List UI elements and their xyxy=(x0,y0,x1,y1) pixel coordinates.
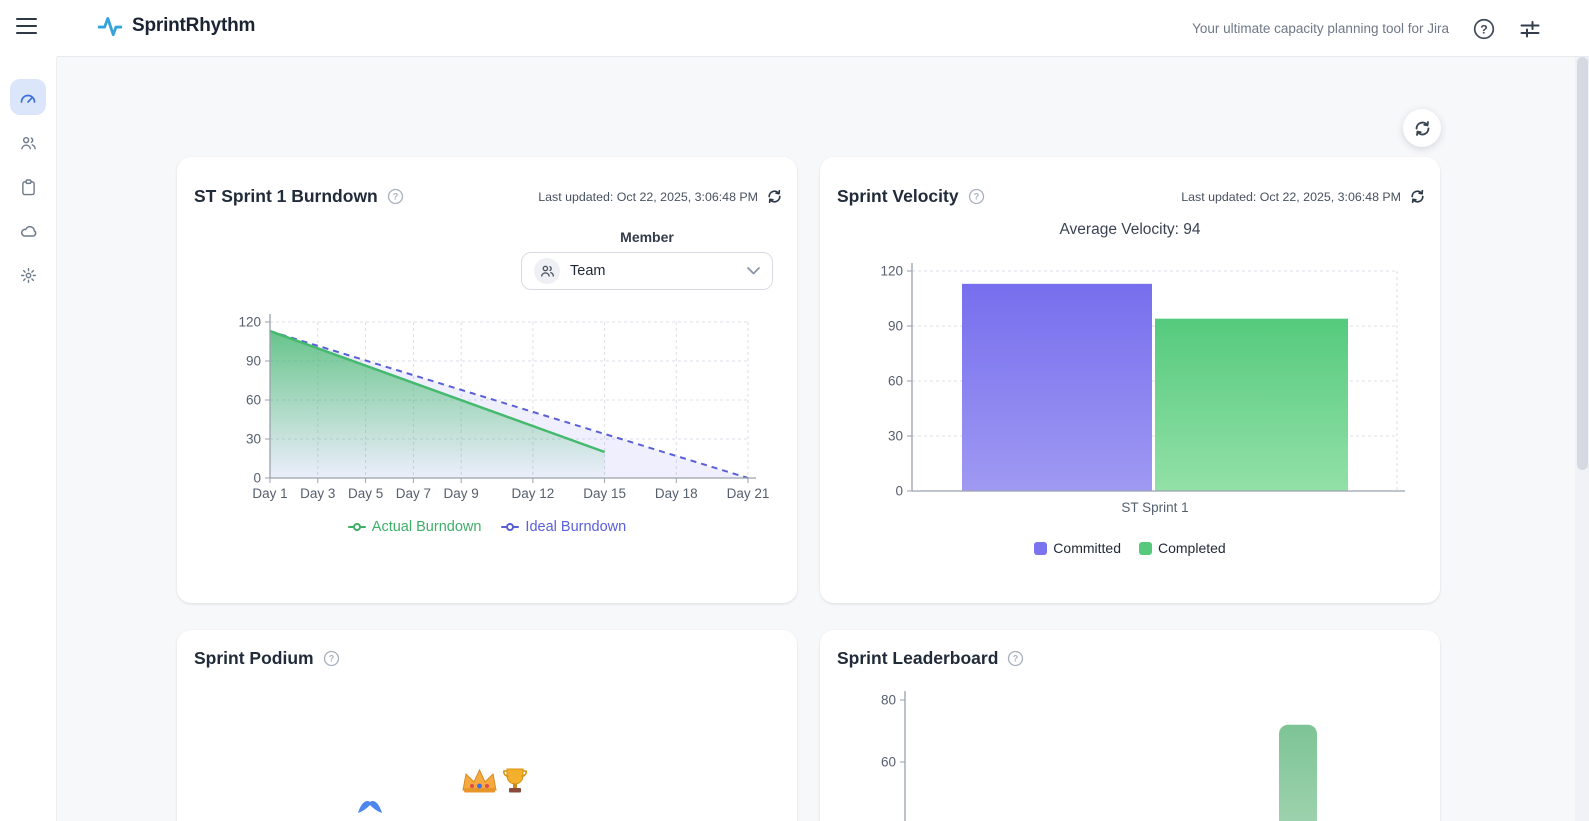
hamburger-menu-button[interactable] xyxy=(16,18,41,39)
svg-text:Day 18: Day 18 xyxy=(655,486,698,501)
header-divider xyxy=(57,56,1589,57)
swatch-icon xyxy=(1138,541,1152,555)
svg-text:30: 30 xyxy=(246,432,261,447)
help-icon: ? xyxy=(1008,650,1024,667)
app-logo: SprintRhythm xyxy=(97,13,255,39)
burndown-card-title: ST Sprint 1 Burndown xyxy=(194,186,378,206)
velocity-refresh-button[interactable] xyxy=(1409,188,1426,205)
tagline: Your ultimate capacity planning tool for… xyxy=(1192,21,1449,36)
svg-text:80: 80 xyxy=(881,693,896,708)
svg-text:?: ? xyxy=(973,192,978,202)
burndown-help-button[interactable]: ? xyxy=(387,188,404,205)
ribbon-icon xyxy=(358,801,382,813)
podium-graphic xyxy=(358,768,527,813)
team-members-icon xyxy=(534,258,560,284)
preferences-button[interactable] xyxy=(1519,18,1541,40)
svg-text:Day 3: Day 3 xyxy=(300,486,335,501)
velocity-card: Sprint Velocity ? Last updated: Oct 22, … xyxy=(820,157,1440,603)
svg-text:?: ? xyxy=(1013,654,1018,664)
member-select[interactable]: Team xyxy=(521,252,773,290)
svg-text:120: 120 xyxy=(880,264,903,279)
velocity-legend: Committed Completed xyxy=(820,540,1440,556)
svg-text:Day 7: Day 7 xyxy=(396,486,431,501)
velocity-card-title: Sprint Velocity xyxy=(837,186,959,206)
legend-actual-burndown[interactable]: Actual Burndown xyxy=(347,519,481,535)
refresh-icon xyxy=(1411,189,1424,204)
settings-gear-icon xyxy=(20,267,36,283)
svg-text:0: 0 xyxy=(253,471,261,486)
top-header xyxy=(0,0,1589,57)
app-name: SprintRhythm xyxy=(132,15,256,36)
svg-text:?: ? xyxy=(328,654,333,664)
average-velocity-text: Average Velocity: 94 xyxy=(1059,221,1201,238)
svg-text:?: ? xyxy=(393,192,398,202)
svg-text:Day 12: Day 12 xyxy=(512,486,555,501)
refresh-icon xyxy=(1415,120,1429,136)
burndown-refresh-button[interactable] xyxy=(766,188,783,205)
sidebar-item-cloud[interactable] xyxy=(10,213,46,249)
velocity-chart: 0 30 60 90 120 ST Sprint 1 xyxy=(880,263,1405,515)
board-clipboard-icon xyxy=(21,178,35,195)
leaderboard-help-button[interactable]: ? xyxy=(1007,650,1024,667)
burndown-legend: Actual Burndown Ideal Burndown xyxy=(177,519,797,535)
svg-text:Day 21: Day 21 xyxy=(727,486,770,501)
sliders-icon xyxy=(1520,20,1540,37)
svg-text:90: 90 xyxy=(246,354,261,369)
svg-text:?: ? xyxy=(1480,22,1487,36)
scrollbar-thumb[interactable] xyxy=(1576,57,1588,470)
svg-text:Day 15: Day 15 xyxy=(583,486,626,501)
line-marker-icon xyxy=(347,522,366,532)
svg-text:120: 120 xyxy=(238,315,261,330)
velocity-help-button[interactable]: ? xyxy=(968,188,985,205)
sidebar-item-team[interactable] xyxy=(10,125,46,161)
legend-completed[interactable]: Completed xyxy=(1138,540,1226,556)
member-select-value: Team xyxy=(570,263,606,279)
leaderboard-chart: 80 60 xyxy=(881,691,1317,821)
podium-help-button[interactable]: ? xyxy=(323,650,340,667)
crown-icon xyxy=(462,768,497,793)
sidebar-nav xyxy=(0,57,57,821)
sidebar-item-dashboard[interactable] xyxy=(10,79,46,115)
svg-text:Day 5: Day 5 xyxy=(348,486,383,501)
leaderboard-card-title: Sprint Leaderboard xyxy=(837,648,999,668)
svg-text:Day 1: Day 1 xyxy=(252,486,287,501)
swatch-icon xyxy=(1034,541,1048,555)
scrollbar-track xyxy=(1575,57,1589,821)
legend-ideal-burndown[interactable]: Ideal Burndown xyxy=(501,519,626,535)
podium-card: Sprint Podium ? xyxy=(177,630,797,821)
chevron-down-icon xyxy=(747,267,760,275)
svg-text:ST Sprint 1: ST Sprint 1 xyxy=(1121,500,1188,515)
velocity-last-updated: Last updated: Oct 22, 2025, 3:06:48 PM xyxy=(1181,189,1401,204)
gauge-dashboard-icon xyxy=(20,94,36,103)
help-icon: ? xyxy=(968,188,984,205)
podium-card-title: Sprint Podium xyxy=(194,648,314,668)
help-icon: ? xyxy=(387,188,403,205)
burndown-last-updated: Last updated: Oct 22, 2025, 3:06:48 PM xyxy=(538,189,758,204)
sidebar-item-settings[interactable] xyxy=(10,257,46,293)
refresh-icon xyxy=(768,189,781,204)
svg-text:60: 60 xyxy=(888,374,903,389)
burndown-chart: 0 30 60 90 120 Day 1 Day 3 Day 5 Day 7 Day 9 Day 1… xyxy=(238,314,770,501)
svg-text:90: 90 xyxy=(888,319,903,334)
svg-text:60: 60 xyxy=(881,755,896,770)
sidebar-item-board[interactable] xyxy=(10,169,46,205)
svg-text:Day 9: Day 9 xyxy=(444,486,479,501)
activity-pulse-icon xyxy=(97,17,123,37)
refresh-all-button[interactable] xyxy=(1403,109,1441,147)
burndown-card: ST Sprint 1 Burndown ? Last updated: Oct… xyxy=(177,157,797,603)
leaderboard-card: Sprint Leaderboard ? 80 60 xyxy=(820,630,1440,821)
svg-text:0: 0 xyxy=(895,484,903,499)
line-marker-icon xyxy=(501,522,520,532)
cloud-icon xyxy=(20,225,36,237)
help-icon: ? xyxy=(1473,18,1495,39)
legend-committed[interactable]: Committed xyxy=(1034,540,1121,556)
trophy-icon xyxy=(503,768,527,793)
svg-text:30: 30 xyxy=(888,429,903,444)
help-icon: ? xyxy=(323,650,339,667)
team-members-icon xyxy=(20,137,36,150)
svg-text:60: 60 xyxy=(246,393,261,408)
member-select-label: Member xyxy=(620,229,674,245)
help-button[interactable]: ? xyxy=(1473,18,1495,40)
